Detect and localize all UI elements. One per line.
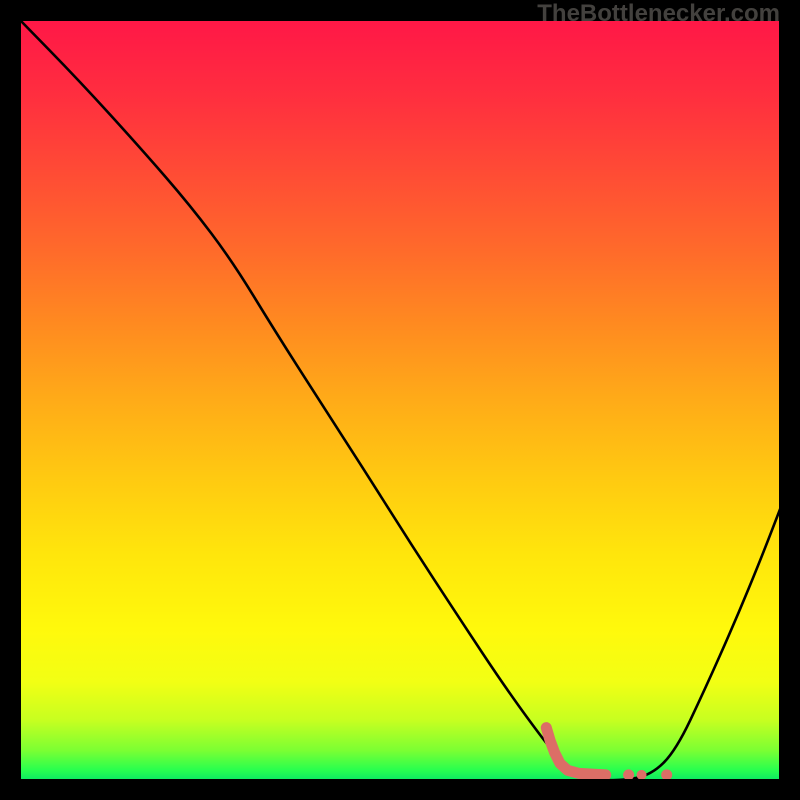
chart-container: TheBottlenecker.com bbox=[0, 0, 800, 800]
watermark-text: TheBottlenecker.com bbox=[537, 0, 780, 28]
curve-overlay bbox=[0, 0, 800, 800]
highlight-dot bbox=[637, 770, 647, 780]
highlight-dot bbox=[623, 769, 634, 780]
highlight-dot bbox=[661, 769, 672, 780]
highlight-worm bbox=[546, 728, 605, 775]
bottleneck-curve bbox=[19, 19, 781, 780]
